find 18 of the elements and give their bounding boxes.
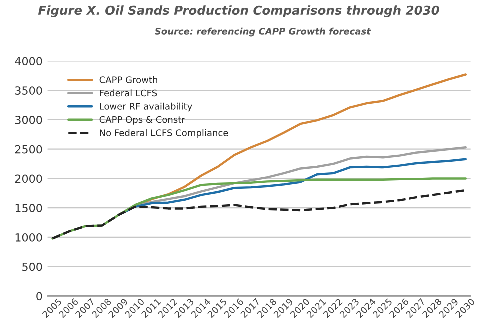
y-tick-label: 1500	[16, 204, 42, 212]
legend-label: Federal LCFS	[100, 90, 158, 97]
y-tick-label: 500	[22, 262, 42, 272]
line-series	[52, 178, 467, 240]
y-tick-label: 3000	[16, 116, 42, 124]
legend-label: No Federal LCFS Compliance	[100, 129, 228, 138]
y-tick-label: 2000	[15, 174, 42, 184]
y-tick-label: 1000	[16, 233, 42, 242]
y-tick-label: 3500	[16, 86, 42, 95]
line-series	[52, 189, 467, 240]
legend-label: CAPP Growth	[100, 76, 158, 84]
y-tick-label: 4000	[15, 57, 42, 66]
y-tick-label: 0	[36, 292, 42, 301]
legend-label: CAPP Ops & Constr	[100, 116, 186, 125]
legend-label: Lower RF availability	[100, 102, 192, 112]
chart-subtitle: Source: referencing CAPP Growth forecast	[155, 28, 372, 37]
y-tick-label: 2500	[15, 145, 42, 154]
chart-title: Figure X. Oil Sands Production Comparisons through 2030	[38, 6, 440, 18]
